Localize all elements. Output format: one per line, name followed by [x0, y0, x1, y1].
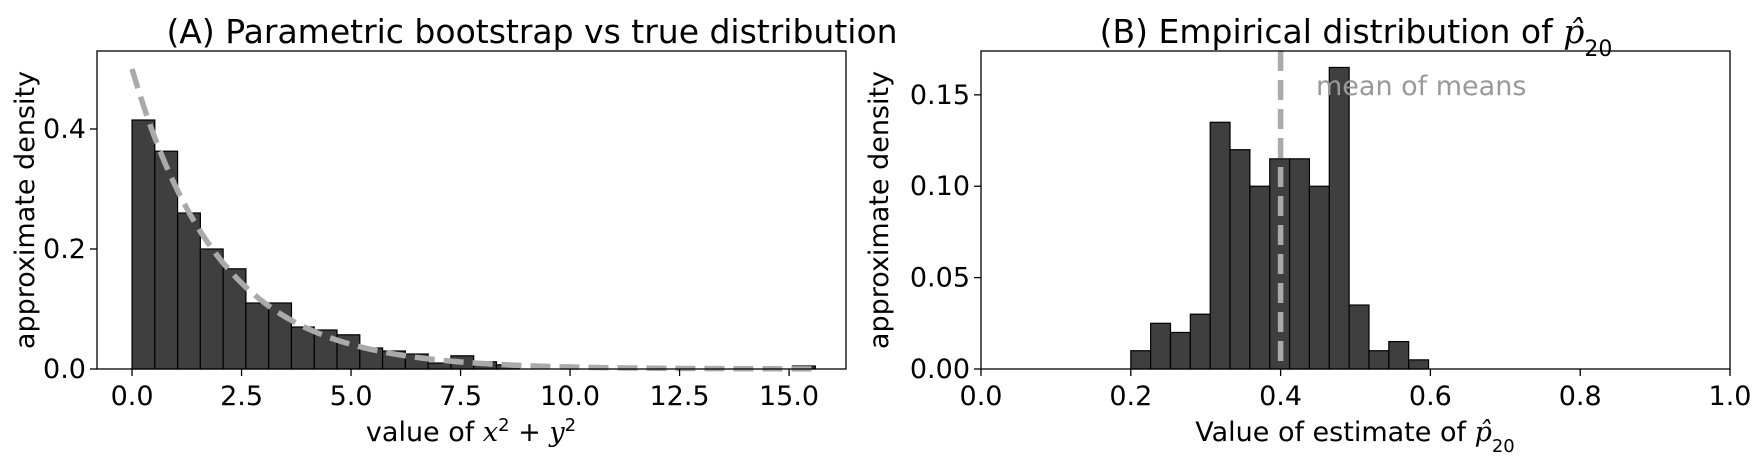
histogram-bar: [1169, 331, 1191, 370]
x-tick-label: 0.8: [1559, 381, 1602, 412]
histogram-bar: [1308, 185, 1330, 370]
panel-a-frame: [96, 50, 847, 370]
histogram-bar: [1328, 66, 1350, 370]
histogram-bar: [1150, 322, 1172, 370]
histogram-bar: [1229, 149, 1251, 370]
histogram-bar: [290, 326, 315, 370]
x-tick-label: 15.0: [759, 381, 819, 412]
panel-b-ylabel: approximate density: [864, 71, 895, 349]
panel-a-ylabel: approximate density: [10, 71, 41, 349]
mean-annotation: mean of means: [1316, 71, 1526, 102]
y-tick-label: 0.0: [43, 354, 86, 385]
x-tick-label: 2.5: [220, 381, 263, 412]
histogram-bar: [131, 119, 156, 370]
y-tick-label: 0.15: [910, 80, 970, 111]
x-tick-label: 0.0: [111, 381, 154, 412]
x-tick-label: 10.0: [540, 381, 600, 412]
panel-b-bars: [1130, 66, 1430, 370]
x-tick-label: 0.6: [1409, 381, 1452, 412]
histogram-bar: [1130, 350, 1152, 370]
histogram-bar: [199, 248, 224, 370]
panel-b: (B) Empirical distribution of p̂20 mean …: [864, 12, 1751, 457]
panel-b-yticks: 0.00 0.05 0.10 0.15: [910, 80, 981, 385]
histogram-bar: [1189, 313, 1211, 370]
true-density-curve: [129, 68, 816, 372]
y-tick-label: 0.2: [43, 234, 86, 265]
histogram-bar: [1209, 121, 1231, 370]
y-tick-label: 0.00: [910, 354, 970, 385]
x-tick-label: 0.2: [1109, 381, 1152, 412]
histogram-bar: [1348, 304, 1370, 370]
panel-b-title: (B) Empirical distribution of p̂20: [1100, 12, 1613, 62]
histogram-bar: [427, 362, 452, 370]
x-tick-label: 0.0: [960, 381, 1003, 412]
x-tick-label: 1.0: [1709, 381, 1752, 412]
histogram-bar: [1249, 185, 1271, 370]
x-tick-label: 0.4: [1259, 381, 1302, 412]
y-tick-label: 0.10: [910, 171, 970, 202]
panel-b-xticks: 0.0 0.2 0.4 0.6 0.8 1.0: [960, 369, 1752, 412]
y-tick-label: 0.4: [43, 114, 86, 145]
panel-a-title: (A) Parametric bootstrap vs true distrib…: [166, 12, 897, 51]
histogram-bar: [176, 212, 201, 370]
panel-a-xlabel: value of x2 + y2: [366, 415, 576, 449]
x-tick-label: 7.5: [439, 381, 482, 412]
panel-a-xticks: 0.0 2.5 5.0 7.5 10.0 12.5 15.0: [111, 369, 819, 412]
histogram-bar: [245, 302, 270, 370]
panel-b-frame: [980, 50, 1731, 370]
histogram-bar: [1368, 350, 1390, 370]
panel-a: (A) Parametric bootstrap vs true distrib…: [10, 12, 898, 448]
y-tick-label: 0.05: [910, 263, 970, 294]
panel-b-xlabel: Value of estimate of p̂20: [1195, 417, 1515, 457]
histogram-bar: [1288, 158, 1311, 370]
panel-a-bars: [131, 119, 816, 370]
x-tick-label: 12.5: [649, 381, 709, 412]
panel-a-curve-layer: [129, 68, 816, 372]
histogram-bar: [1408, 359, 1430, 370]
x-tick-label: 5.0: [330, 381, 373, 412]
panel-b-vline-layer: mean of means: [1277, 51, 1526, 369]
histogram-bar: [1388, 340, 1410, 370]
panel-a-yticks: 0.0 0.2 0.4: [43, 114, 97, 385]
